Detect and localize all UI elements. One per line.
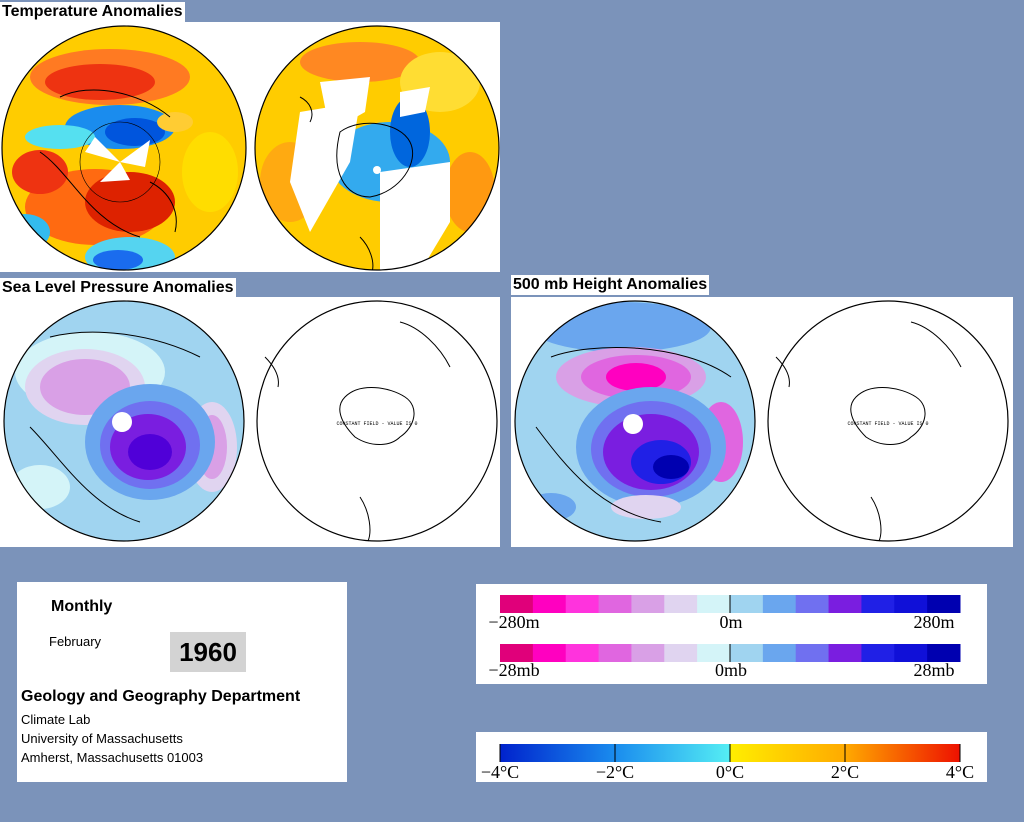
pressure-legend-min: −28mb <box>488 660 539 680</box>
temperature-anomalies-title: Temperature Anomalies <box>0 2 185 22</box>
temperature-tick-label: 0°C <box>716 762 744 782</box>
ramp-swatch <box>500 595 534 613</box>
ramp-swatch <box>565 595 600 613</box>
lab-label: Climate Lab <box>21 712 91 727</box>
info-box: Monthly February 1960 Geology and Geogra… <box>17 582 347 782</box>
temperature-tick-label: −4°C <box>481 762 519 782</box>
temperature-globe-south <box>255 26 499 270</box>
height-globe-south: CONSTANT FIELD - VALUE IS 0 <box>767 300 1009 542</box>
ramp-swatch <box>894 595 928 613</box>
ramp-swatch <box>861 644 895 662</box>
ramp-swatch <box>631 644 665 662</box>
ramp-swatch <box>697 644 731 662</box>
pressure-legend-mid: 0mb <box>715 660 747 680</box>
temperature-tick-label: 2°C <box>831 762 859 782</box>
ramp-swatch <box>927 644 961 662</box>
500mb-height-title: 500 mb Height Anomalies <box>511 275 710 295</box>
temperature-anomalies-panel <box>0 22 500 272</box>
period-label: Monthly <box>51 598 113 615</box>
height-color-ramp <box>500 595 961 613</box>
department-label: Geology and Geography Department <box>21 688 301 705</box>
address-label: Amherst, Massachusetts 01003 <box>21 750 204 765</box>
sea-level-pressure-title: Sea Level Pressure Anomalies <box>0 278 236 298</box>
pressure-height-legend: −280m 0m 280m −28mb 0mb 28mb <box>476 584 987 684</box>
ramp-swatch <box>631 595 665 613</box>
slp-globe-north <box>4 301 244 541</box>
height-legend-mid: 0m <box>719 612 742 632</box>
ramp-swatch <box>730 644 764 662</box>
temperature-tick-labels: −4°C −2°C 0°C 2°C 4°C <box>481 762 974 782</box>
ramp-swatch <box>664 644 698 662</box>
month-label: February <box>49 634 102 649</box>
height-globe-north <box>515 301 755 541</box>
pressure-legend-max: 28mb <box>913 660 954 680</box>
height-legend-min: −280m <box>488 612 539 632</box>
ramp-swatch <box>598 595 632 613</box>
500mb-height-panel: CONSTANT FIELD - VALUE IS 0 <box>511 297 1013 547</box>
ramp-swatch <box>828 595 862 613</box>
ramp-swatch <box>697 595 731 613</box>
slp-constant-field-label: CONSTANT FIELD - VALUE IS 0 <box>336 421 417 427</box>
ramp-swatch <box>762 595 797 613</box>
ramp-swatch <box>828 644 862 662</box>
temperature-ticks <box>499 744 961 762</box>
ramp-swatch <box>795 644 830 662</box>
ramp-swatch <box>500 644 534 662</box>
temperature-tick-label: 4°C <box>946 762 974 782</box>
ramp-swatch <box>532 595 567 613</box>
temperature-tick-label: −2°C <box>596 762 634 782</box>
temperature-globe-north <box>2 26 246 270</box>
ramp-swatch <box>861 595 895 613</box>
ramp-swatch <box>927 595 961 613</box>
ramp-swatch <box>664 595 698 613</box>
height-constant-field-label: CONSTANT FIELD - VALUE IS 0 <box>847 421 928 427</box>
ramp-swatch <box>532 644 567 662</box>
temperature-legend: −4°C −2°C 0°C 2°C 4°C <box>476 732 987 782</box>
ramp-swatch <box>795 595 830 613</box>
year-badge: 1960 <box>170 632 246 672</box>
university-label: University of Massachusetts <box>21 731 183 746</box>
pressure-color-ramp <box>500 644 961 662</box>
ramp-swatch <box>894 644 928 662</box>
sea-level-pressure-panel: CONSTANT FIELD - VALUE IS 0 <box>0 297 500 547</box>
ramp-swatch <box>565 644 600 662</box>
height-legend-max: 280m <box>913 612 954 632</box>
ramp-swatch <box>598 644 632 662</box>
ramp-swatch <box>762 644 797 662</box>
slp-globe-south: CONSTANT FIELD - VALUE IS 0 <box>256 300 498 542</box>
ramp-swatch <box>730 595 764 613</box>
